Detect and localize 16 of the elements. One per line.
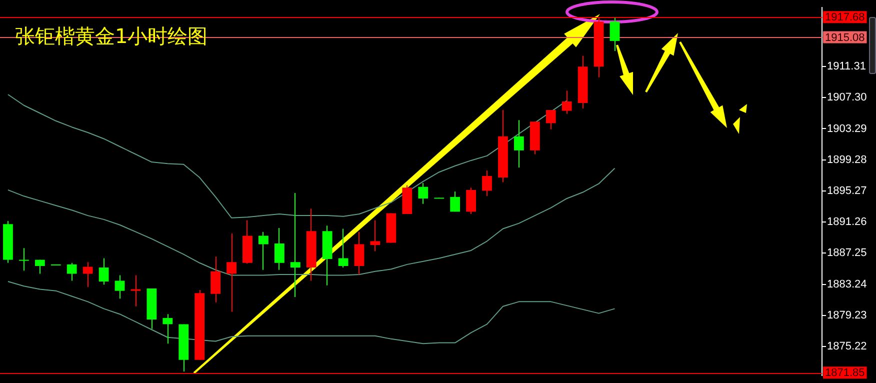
y-tick-label: 1887.25 — [827, 247, 867, 260]
candlestick — [130, 275, 141, 306]
y-tick-label: 1911.31 — [827, 60, 866, 73]
y-tick-label: 1899.28 — [827, 154, 867, 166]
candlestick — [290, 193, 300, 298]
ref-line-label: 1915.08 — [825, 32, 865, 44]
y-tick-label: 1879.23 — [827, 309, 867, 322]
y-tick-label: 1883.24 — [827, 278, 867, 290]
y-tick-label: 1907.30 — [827, 92, 867, 104]
y-tick-label: 1891.26 — [827, 216, 867, 228]
ref-line-label: 1871.85 — [825, 367, 865, 380]
y-tick-label: 1903.29 — [827, 122, 867, 135]
candlestick — [19, 248, 29, 271]
y-tick-label: 1875.22 — [827, 340, 867, 353]
ref-line-label: 1917.68 — [825, 12, 865, 24]
y-tick-label: 1895.27 — [827, 184, 867, 197]
